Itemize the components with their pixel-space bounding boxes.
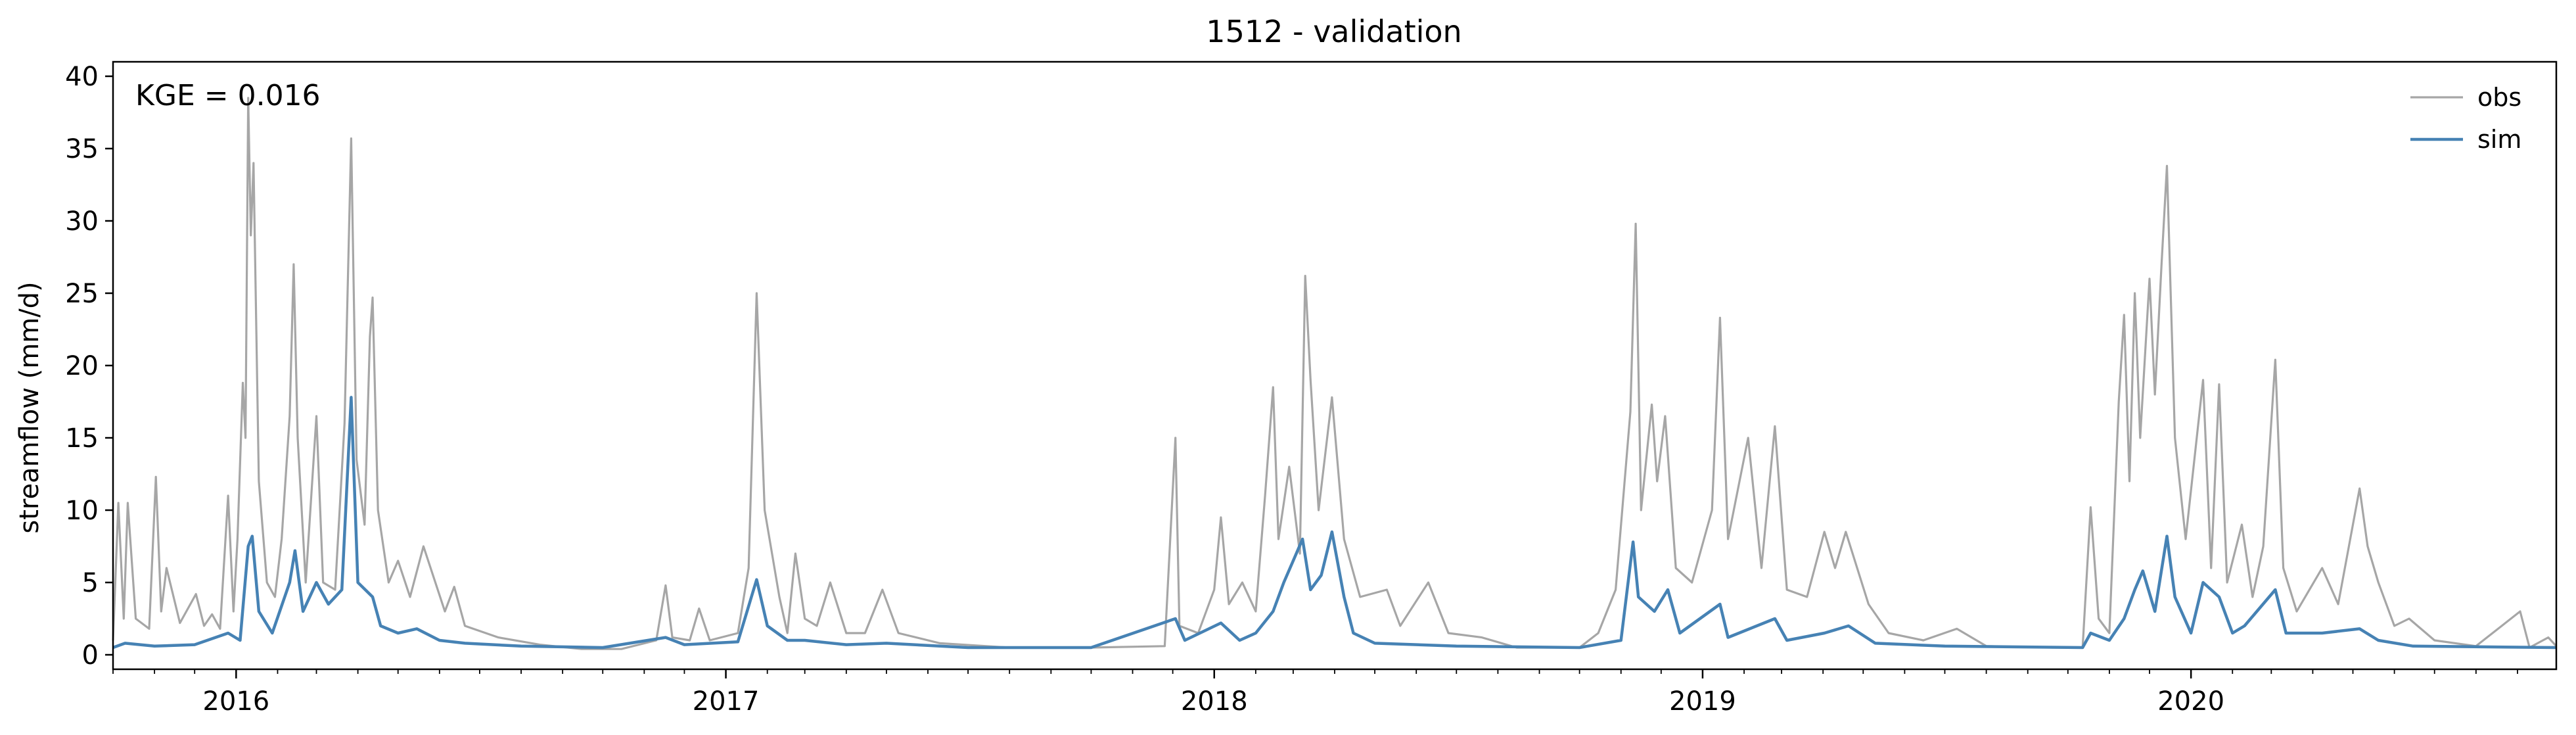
y-tick-label-20: 20: [65, 351, 99, 381]
x-tick-label-2017: 2017: [693, 686, 760, 717]
y-tick-label-35: 35: [65, 134, 99, 164]
x-tick-label-2016: 2016: [202, 686, 269, 717]
y-tick-label-5: 5: [82, 568, 99, 598]
legend-label-sim: sim: [2477, 125, 2521, 154]
x-axis: 2016 2017 2018 2019 2020: [112, 669, 2518, 717]
y-axis-label: streamflow (mm/d): [14, 281, 45, 533]
y-tick-label-30: 30: [65, 206, 99, 237]
y-tick-label-0: 0: [82, 640, 99, 671]
legend-label-obs: obs: [2477, 83, 2521, 112]
chart-title: 1512 - validation: [1206, 14, 1461, 49]
plot-frame: [112, 60, 2558, 671]
x-tick-label-2018: 2018: [1181, 686, 1248, 717]
x-tick-label-2019: 2019: [1669, 686, 1736, 717]
y-axis: 0 5 10 15 20 25 30 35 40: [65, 62, 113, 671]
y-tick-label-25: 25: [65, 279, 99, 309]
series-line-obs: [112, 97, 2558, 650]
series-line-sim: [112, 396, 2557, 650]
series-lines: [112, 97, 2558, 650]
x-tick-label-2020: 2020: [2157, 686, 2224, 717]
legend: obs sim: [2410, 83, 2521, 154]
kge-annotation: KGE = 0.016: [135, 79, 321, 112]
y-tick-label-40: 40: [65, 62, 99, 92]
y-tick-label-10: 10: [65, 496, 99, 526]
y-tick-label-15: 15: [65, 423, 99, 454]
